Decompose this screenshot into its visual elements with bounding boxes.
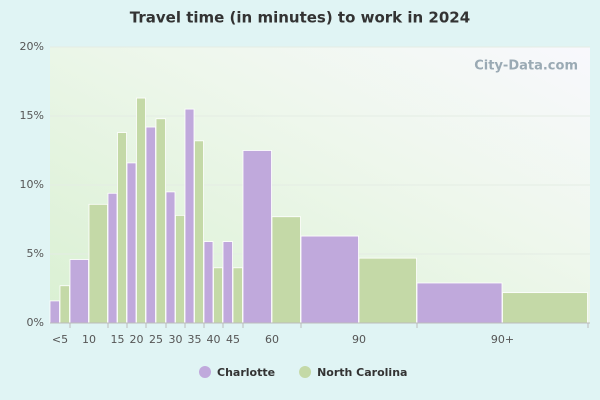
bar (88, 203, 108, 324)
bar (126, 162, 137, 324)
x-tick-label: 30 (169, 333, 183, 346)
bar (59, 285, 70, 324)
bar (69, 259, 89, 324)
bar (416, 282, 503, 324)
x-tick-label: 25 (149, 333, 163, 346)
bar (271, 216, 301, 324)
legend-label: North Carolina (317, 366, 407, 379)
x-tick-label: 60 (265, 333, 279, 346)
legend-label: Charlotte (217, 366, 275, 379)
x-tick-label: 20 (130, 333, 144, 346)
bar (358, 257, 417, 324)
x-tick-label: 15 (111, 333, 125, 346)
y-tick-label: 20% (20, 40, 44, 53)
legend-marker (199, 366, 211, 378)
x-tick-label: 10 (82, 333, 96, 346)
legend-marker (299, 366, 312, 378)
x-tick-label: 35 (188, 333, 202, 346)
bar (49, 300, 60, 324)
bar (117, 132, 127, 324)
y-tick-label: 0% (27, 316, 44, 329)
bar (145, 126, 156, 324)
bar (203, 241, 214, 324)
bar (242, 150, 272, 324)
watermark: City-Data.com (474, 59, 578, 74)
bar (502, 292, 588, 324)
bar (184, 108, 195, 324)
chart-title: Travel time (in minutes) to work in 2024 (130, 9, 470, 27)
y-tick-label: 10% (20, 178, 44, 191)
bar (232, 267, 243, 324)
x-tick-label: 40 (207, 333, 221, 346)
bar (107, 192, 118, 324)
bar (222, 241, 233, 324)
bar (136, 97, 146, 324)
bar (300, 235, 359, 324)
bar (155, 118, 166, 324)
bar (213, 267, 223, 324)
bar (194, 140, 204, 324)
x-tick-label: 45 (226, 333, 240, 346)
y-tick-label: 15% (20, 109, 44, 122)
y-tick-label: 5% (27, 247, 44, 260)
bar (165, 191, 176, 324)
bar (175, 214, 185, 324)
x-tick-label: 90 (352, 333, 366, 346)
x-tick-label: 90+ (491, 333, 514, 346)
x-tick-label: <5 (52, 333, 68, 346)
